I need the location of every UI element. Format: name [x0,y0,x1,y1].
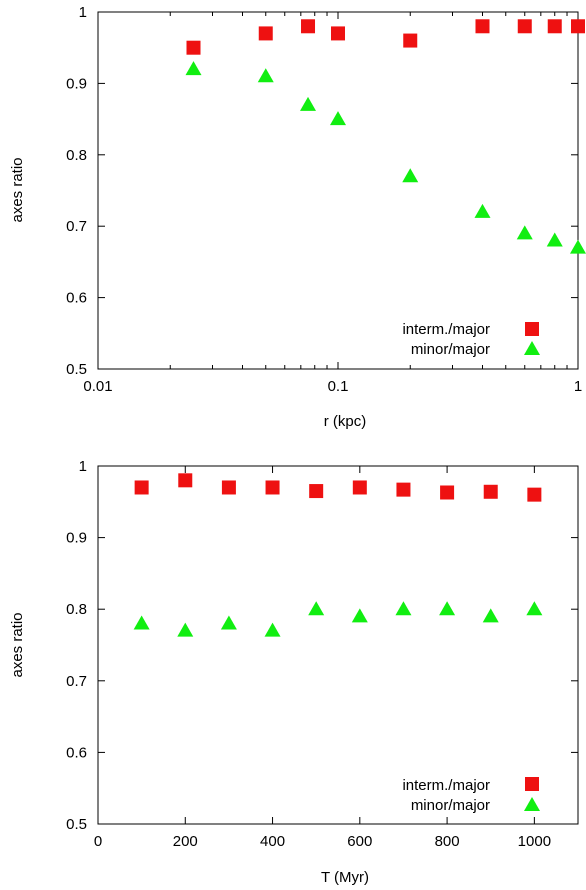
x-axis-label-t: T (Myr) [321,869,369,886]
point-square [186,40,201,55]
data-marks-r [185,19,586,254]
point-square [403,33,418,48]
point-triangle [351,608,368,623]
plot-frame-t [97,465,579,825]
x-tick-label: 1000 [518,833,551,850]
point-triangle [308,601,325,616]
x-axis-label-r: r (kpc) [324,413,367,430]
y-tick-label: 1 [79,4,87,21]
point-triangle [402,168,419,183]
panel-t: 0.5 0.6 0.7 0.8 0.9 1 0 200 400 600 800 1000 T (Myr… [9,458,579,886]
y-tick-label: 0.9 [66,75,87,92]
plot-frame-r [97,11,579,370]
axis-ticks-r: 0.5 0.6 0.7 0.8 0.9 1 0.01 0.1 1 [66,4,582,395]
point-triangle [257,68,274,83]
point-triangle [482,608,499,623]
point-triangle [526,601,543,616]
legend-label-minor-major: minor/major [411,797,490,814]
point-square [547,19,562,34]
legend-label-interm-major: interm./major [402,777,490,794]
point-triangle [185,61,202,76]
point-triangle [546,232,563,247]
point-square [301,19,316,34]
legend-marker-square [525,322,539,336]
point-square [517,19,532,34]
legend-marker-triangle [524,797,540,811]
x-tick-label: 400 [260,833,285,850]
point-square [571,19,585,34]
point-square [221,480,236,495]
point-square [440,485,455,500]
legend-t: interm./major minor/major [402,777,540,814]
point-triangle [474,203,491,218]
point-triangle [133,615,150,630]
legend-marker-triangle [524,341,540,355]
point-triangle [439,601,456,616]
point-square [331,26,345,41]
x-tick-label: 200 [173,833,198,850]
x-tick-label: 600 [347,833,372,850]
x-tick-label: 1 [574,378,582,395]
point-triangle [516,225,533,240]
y-tick-label: 0.7 [66,218,87,235]
point-triangle [177,622,194,637]
panel-r: 0.5 0.6 0.7 0.8 0.9 1 0.01 0.1 1 r (kpc) axes ra… [9,4,586,430]
point-square [258,26,273,41]
y-tick-label: 0.7 [66,673,87,690]
point-square [527,487,542,502]
x-tick-label: 800 [435,833,460,850]
point-square [265,480,280,495]
legend-label-minor-major: minor/major [411,341,490,358]
legend-label-interm-major: interm./major [402,321,490,338]
point-triangle [300,96,317,111]
point-square [134,480,149,495]
y-tick-label: 0.5 [66,816,87,833]
x-tick-label: 0.01 [83,378,112,395]
y-axis-label-t: axes ratio [9,612,26,677]
point-triangle [330,111,346,126]
y-tick-label: 0.6 [66,744,87,761]
legend-r: interm./major minor/major [402,321,540,358]
y-tick-label: 0.8 [66,601,87,618]
axis-ticks-t: 0.5 0.6 0.7 0.8 0.9 1 0 200 400 600 800 1000 [66,458,578,850]
legend-marker-square [525,777,539,791]
point-square [396,482,411,497]
point-triangle [570,239,586,254]
point-triangle [220,615,237,630]
point-triangle [264,622,281,637]
data-marks-t [133,473,543,637]
point-square [309,484,324,499]
point-square [352,480,367,495]
y-tick-label: 0.9 [66,530,87,547]
y-tick-label: 1 [79,458,87,475]
x-tick-label: 0.1 [328,378,349,395]
y-tick-label: 0.5 [66,361,87,378]
point-triangle [395,601,412,616]
y-tick-label: 0.6 [66,290,87,307]
y-tick-label: 0.8 [66,147,87,164]
point-square [483,484,498,499]
y-axis-label-r: axes ratio [9,157,26,222]
point-square [475,19,490,34]
point-square [178,473,193,488]
x-tick-label: 0 [94,833,102,850]
